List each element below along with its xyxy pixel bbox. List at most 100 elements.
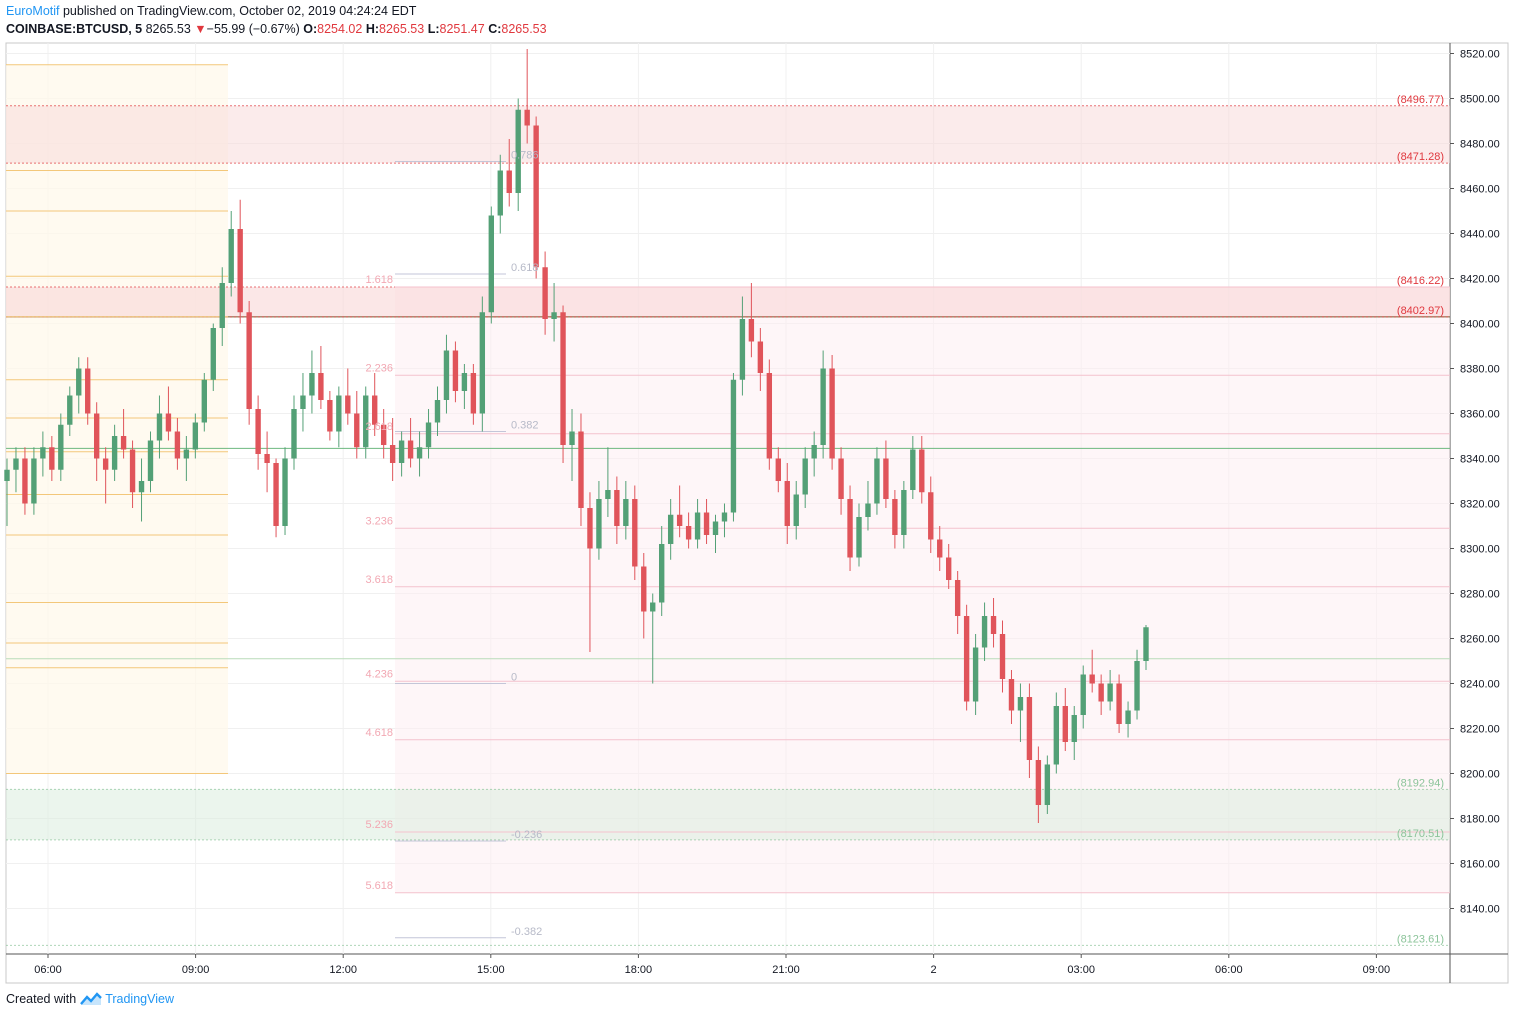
tradingview-link[interactable]: TradingView bbox=[105, 992, 174, 1006]
y-tick-label: 8320.00 bbox=[1460, 499, 1500, 511]
x-tick-label: 03:00 bbox=[1067, 964, 1095, 976]
candle-body bbox=[1107, 683, 1113, 702]
candle-body bbox=[13, 458, 19, 470]
candle-body bbox=[102, 458, 109, 470]
x-tick-label: 18:00 bbox=[625, 964, 653, 976]
candle-body bbox=[954, 580, 961, 616]
candle-body bbox=[4, 469, 10, 481]
created-with-text: Created with bbox=[6, 992, 77, 1006]
candle-body bbox=[318, 373, 324, 400]
candle-body bbox=[1134, 661, 1140, 711]
symbol-label: COINBASE:BTCUSD, 5 bbox=[6, 22, 143, 36]
candle-body bbox=[856, 517, 862, 558]
candle-body bbox=[551, 312, 557, 319]
candle-body bbox=[865, 503, 871, 517]
y-tick-label: 8400.00 bbox=[1460, 319, 1500, 331]
candle-body bbox=[165, 413, 172, 432]
y-tick-label: 8180.00 bbox=[1460, 814, 1500, 826]
candle-body bbox=[363, 395, 369, 448]
candle-body bbox=[336, 395, 342, 432]
y-tick-label: 8500.00 bbox=[1460, 94, 1500, 106]
candle-body bbox=[676, 514, 683, 526]
down-arrow-icon: ▼ bbox=[194, 22, 207, 36]
candle-body bbox=[766, 373, 773, 459]
candle-body bbox=[389, 445, 396, 463]
y-tick-label: 8440.00 bbox=[1460, 229, 1500, 241]
y-tick-label: 8380.00 bbox=[1460, 364, 1500, 376]
close-value: 8265.53 bbox=[501, 22, 547, 36]
y-tick-label: 8160.00 bbox=[1460, 859, 1500, 871]
y-tick-label: 8240.00 bbox=[1460, 679, 1500, 691]
candle-body bbox=[981, 616, 988, 648]
candle-body bbox=[650, 602, 656, 612]
candle-body bbox=[605, 490, 611, 499]
candle-body bbox=[1044, 764, 1051, 805]
candle-body bbox=[1125, 710, 1131, 724]
fib-ext-label: 4.236 bbox=[365, 668, 393, 680]
fib-retr-label: -0.236 bbox=[511, 829, 542, 841]
price-change: −55.99 (−0.67%) bbox=[206, 22, 300, 36]
x-tick-label: 06:00 bbox=[34, 964, 62, 976]
candle-body bbox=[452, 350, 459, 391]
y-tick-label: 8460.00 bbox=[1460, 184, 1500, 196]
candle-body bbox=[847, 499, 853, 558]
fib-retr-label: 0.382 bbox=[511, 420, 539, 432]
fib-retr-label: 0.786 bbox=[511, 150, 539, 162]
candle-body bbox=[273, 463, 279, 526]
candle-body bbox=[1035, 760, 1042, 805]
fib-retr-label: -0.382 bbox=[511, 926, 542, 938]
candle-body bbox=[1071, 715, 1077, 742]
candle-body bbox=[300, 395, 306, 409]
candle-body bbox=[703, 512, 710, 535]
candle-body bbox=[999, 634, 1006, 679]
candle-body bbox=[497, 170, 503, 216]
candle-body bbox=[838, 458, 844, 499]
fib-ext-label: 5.236 bbox=[365, 819, 393, 831]
candle-body bbox=[632, 499, 638, 567]
candle-body bbox=[255, 409, 261, 454]
fib-ext-label: 4.618 bbox=[365, 727, 393, 739]
candle-body bbox=[694, 512, 701, 540]
candle-body bbox=[228, 229, 234, 283]
y-tick-label: 8280.00 bbox=[1460, 589, 1500, 601]
x-tick-label: 09:00 bbox=[1363, 964, 1391, 976]
candle-body bbox=[515, 109, 521, 193]
fib-left-zone bbox=[6, 64, 228, 774]
candle-body bbox=[659, 544, 665, 603]
y-tick-label: 8480.00 bbox=[1460, 139, 1500, 151]
candle-body bbox=[928, 492, 934, 540]
candle-body bbox=[784, 481, 790, 526]
candle-body bbox=[569, 431, 575, 445]
candle-body bbox=[739, 319, 746, 380]
candle-body bbox=[120, 436, 127, 450]
author-link[interactable]: EuroMotif bbox=[6, 4, 60, 18]
x-tick-label: 09:00 bbox=[182, 964, 210, 976]
candle-body bbox=[775, 458, 781, 481]
fib-ext-label: 2.618 bbox=[365, 421, 393, 433]
candle-body bbox=[67, 395, 73, 425]
candle-body bbox=[201, 379, 207, 423]
open-label: O: bbox=[303, 22, 318, 36]
candle-body bbox=[1053, 706, 1060, 765]
candle-body bbox=[309, 373, 315, 396]
y-tick-label: 8340.00 bbox=[1460, 454, 1500, 466]
candle-body bbox=[156, 413, 163, 441]
candle-body bbox=[434, 400, 441, 423]
candle-body bbox=[282, 458, 288, 526]
candle-body bbox=[40, 447, 46, 459]
x-tick-label: 12:00 bbox=[329, 964, 357, 976]
candle-body bbox=[22, 458, 28, 504]
y-tick-label: 8140.00 bbox=[1460, 904, 1500, 916]
candle-body bbox=[533, 125, 539, 268]
candle-body bbox=[345, 395, 351, 414]
x-tick-label: 21:00 bbox=[772, 964, 800, 976]
candle-body bbox=[174, 431, 181, 459]
candle-body bbox=[793, 494, 799, 526]
candle-body bbox=[327, 400, 333, 432]
candle-body bbox=[111, 436, 118, 470]
candle-body bbox=[246, 312, 252, 409]
candle-body bbox=[1008, 679, 1015, 711]
fib-ext-label: 5.618 bbox=[365, 880, 393, 892]
candle-body bbox=[31, 458, 37, 504]
